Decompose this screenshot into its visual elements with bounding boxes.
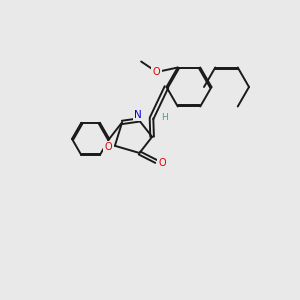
Text: O: O xyxy=(104,142,112,152)
Text: N: N xyxy=(134,110,142,120)
Text: O: O xyxy=(153,67,160,77)
Text: O: O xyxy=(159,158,167,168)
Text: H: H xyxy=(161,112,167,122)
